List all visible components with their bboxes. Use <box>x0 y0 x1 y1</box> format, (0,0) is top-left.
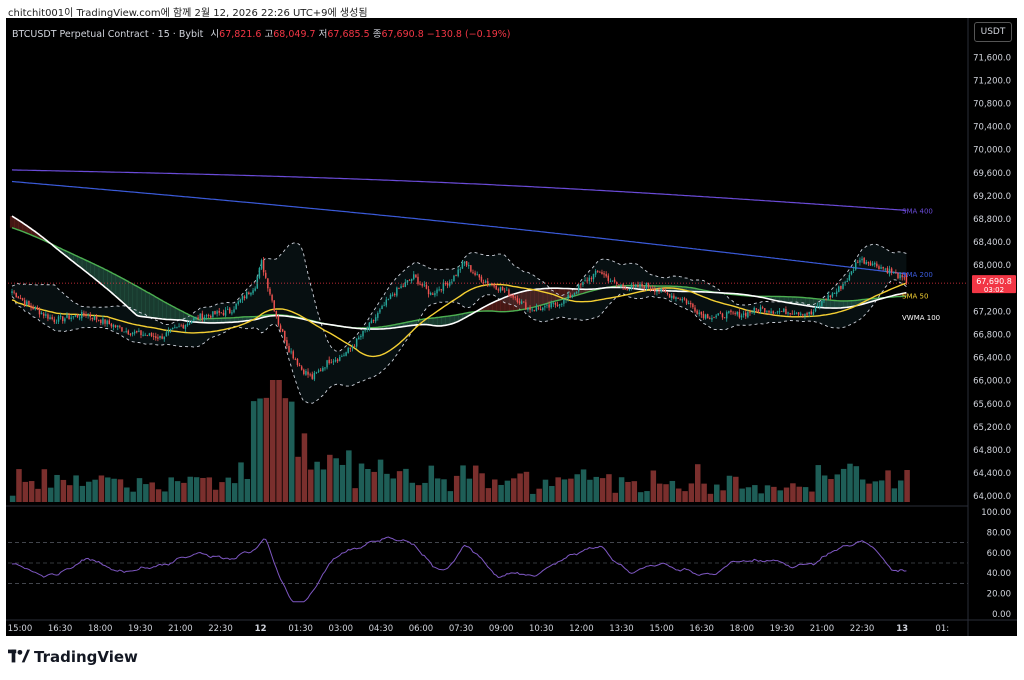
share-caption: chitchit001이 TradingView.com에 함께 2월 12, … <box>8 8 368 19</box>
brand-logo[interactable]: TradingView <box>8 648 138 666</box>
close-label: 종 <box>372 29 382 40</box>
low-value: 67,685.5 <box>327 29 370 40</box>
open-value: 67,821.6 <box>219 29 262 40</box>
brand-name: TradingView <box>34 648 138 666</box>
currency-button[interactable]: USDT <box>974 22 1012 42</box>
symbol-title[interactable]: BTCUSDT Perpetual Contract · 15 · Bybit <box>12 29 204 40</box>
high-value: 68,049.7 <box>273 29 316 40</box>
high-label: 고 <box>264 29 274 40</box>
low-label: 저 <box>318 29 328 40</box>
tradingview-logo-icon <box>8 649 30 663</box>
close-value: 67,690.8 <box>381 29 424 40</box>
open-label: 시 <box>210 29 220 40</box>
change-value: −130.8 (−0.19%) <box>426 29 511 40</box>
symbol-legend: BTCUSDT Perpetual Contract · 15 · Bybit … <box>12 26 511 40</box>
chart-frame <box>6 18 1017 636</box>
